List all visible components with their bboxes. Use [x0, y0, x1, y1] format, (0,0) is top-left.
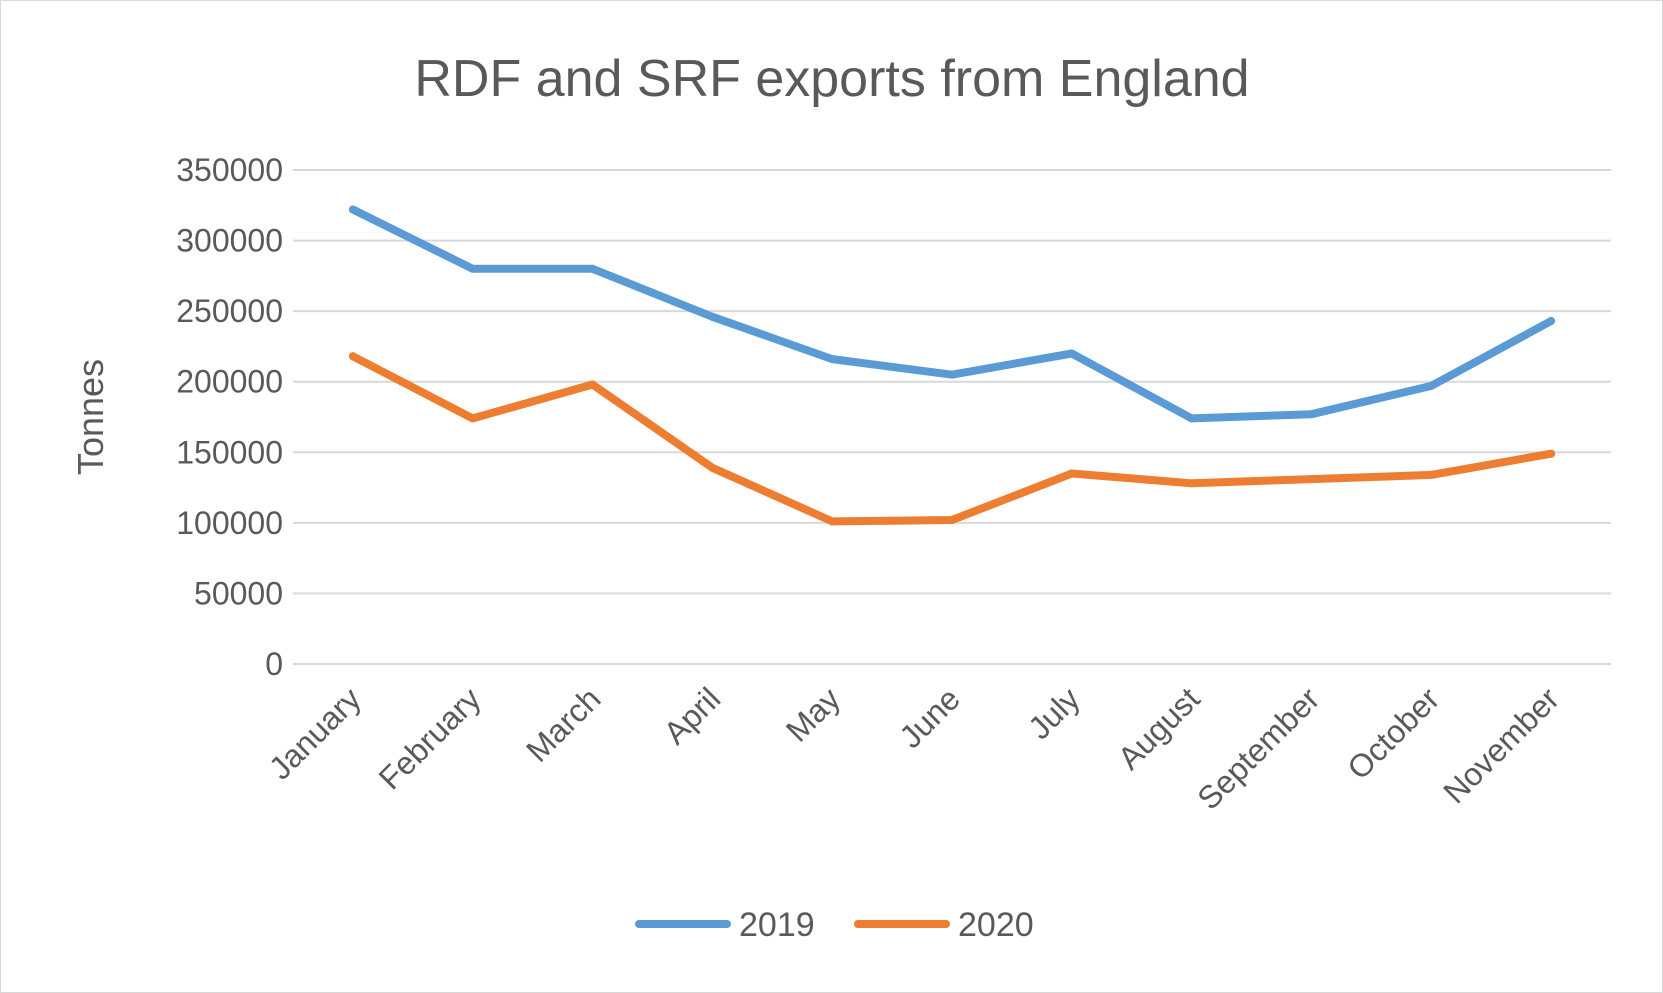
x-tick-label: October: [1340, 680, 1446, 786]
data-point: [708, 312, 717, 321]
data-point: [1427, 470, 1436, 479]
y-tick-label: 0: [265, 646, 283, 682]
x-tick-label: September: [1190, 680, 1326, 816]
data-point: [468, 414, 477, 423]
x-tick-label: April: [657, 680, 728, 751]
data-point: [468, 264, 477, 273]
x-tick-label: July: [1021, 680, 1087, 746]
series-lines: [348, 205, 1556, 526]
y-tick-label: 50000: [194, 575, 283, 611]
data-point: [1547, 317, 1556, 326]
x-tick-label: February: [372, 680, 488, 796]
y-tick-label: 200000: [176, 364, 283, 400]
data-point: [828, 355, 837, 364]
data-point: [1187, 414, 1196, 423]
data-point: [588, 264, 597, 273]
y-axis-label: Tonnes: [70, 359, 111, 475]
data-point: [948, 370, 956, 379]
data-point: [1547, 449, 1556, 458]
y-tick-label: 300000: [176, 223, 283, 259]
data-point: [348, 352, 357, 361]
data-point: [1067, 349, 1076, 358]
y-axis-tick-labels: 0 50000 100000 150000 200000 250000 300000 3500…: [176, 152, 283, 682]
data-point: [1307, 410, 1316, 419]
chart-title: RDF and SRF exports from England: [414, 50, 1249, 108]
data-point: [1307, 475, 1316, 484]
data-point: [1067, 469, 1076, 478]
x-tick-label: May: [779, 680, 847, 748]
data-point: [708, 463, 717, 472]
data-point: [828, 517, 837, 526]
y-tick-label: 250000: [176, 293, 283, 329]
x-axis-tick-labels: January February March April May June July Augu…: [262, 680, 1566, 816]
legend-label: 2020: [958, 906, 1034, 944]
data-point: [1427, 381, 1436, 390]
data-point: [588, 380, 597, 389]
x-tick-label: November: [1436, 680, 1566, 810]
y-tick-label: 150000: [176, 434, 283, 470]
data-point: [1187, 479, 1196, 488]
x-tick-label: January: [262, 680, 368, 786]
x-tick-label: March: [519, 680, 607, 768]
x-tick-label: June: [892, 680, 967, 755]
legend-label: 2019: [739, 906, 815, 944]
x-tick-label: August: [1111, 680, 1207, 776]
y-tick-label: 100000: [176, 505, 283, 541]
data-point: [348, 205, 357, 214]
legend: 2019 2020: [635, 906, 1034, 944]
y-tick-label: 350000: [176, 152, 283, 188]
data-point: [948, 516, 956, 525]
